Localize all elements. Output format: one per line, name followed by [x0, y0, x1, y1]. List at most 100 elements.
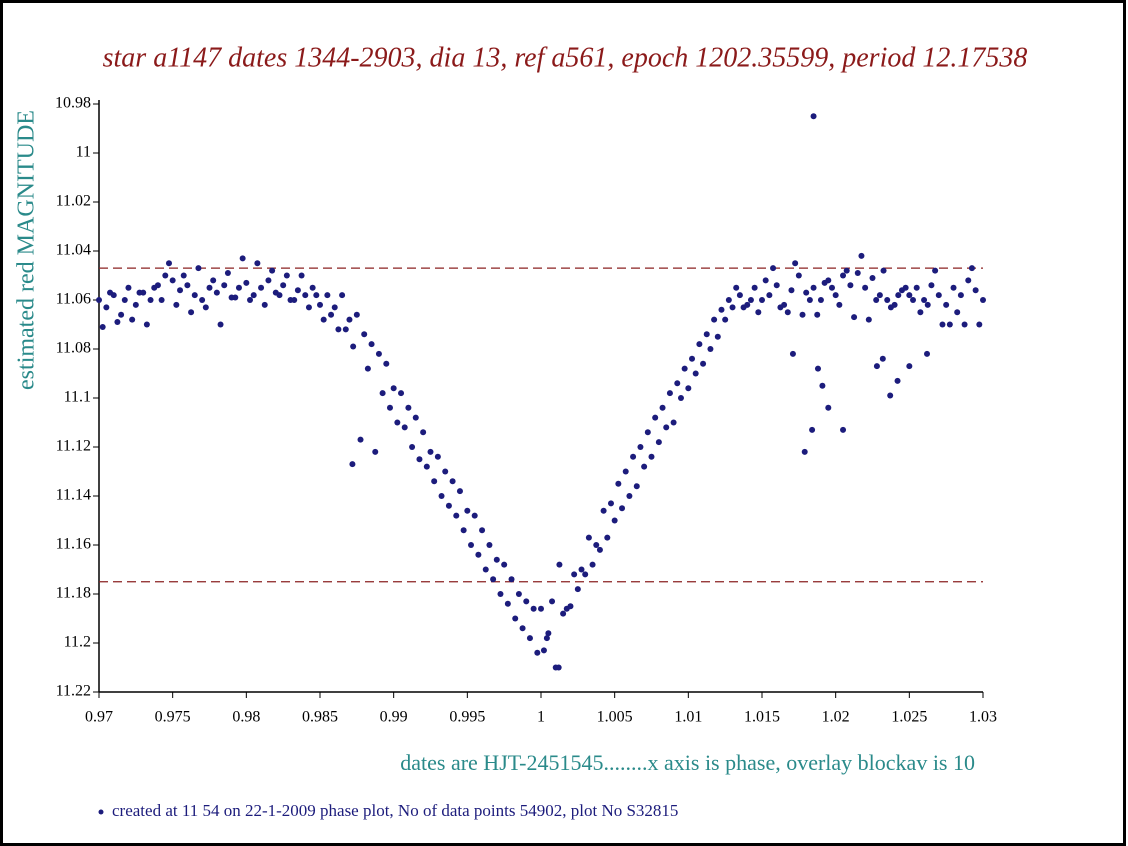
data-point — [331, 304, 338, 311]
data-point — [320, 316, 327, 323]
data-point — [243, 279, 250, 286]
y-tick-label: 11.06 — [56, 291, 91, 308]
data-point — [921, 297, 928, 303]
data-point — [482, 566, 489, 573]
data-point — [968, 265, 975, 272]
data-point — [789, 350, 796, 357]
data-point — [523, 598, 530, 605]
data-point — [821, 279, 828, 286]
footer-bullet — [98, 809, 104, 815]
data-point — [887, 304, 894, 311]
y-tick-label: 11.18 — [56, 585, 91, 602]
data-point — [810, 284, 817, 291]
chart-title: star a1147 dates 1344-2903, dia 13, ref … — [103, 42, 1028, 73]
data-point — [733, 284, 740, 291]
y-tick-label: 10.98 — [55, 95, 91, 112]
data-point — [291, 297, 298, 303]
data-point — [162, 272, 169, 279]
data-point — [917, 309, 924, 316]
data-point — [663, 424, 670, 431]
data-point — [714, 333, 721, 340]
data-point — [644, 429, 651, 436]
data-point — [677, 395, 684, 401]
data-point — [232, 294, 239, 301]
data-point — [862, 284, 869, 291]
y-tick-label: 11.04 — [56, 242, 91, 259]
data-point — [747, 297, 754, 303]
data-point — [449, 478, 456, 485]
data-point — [202, 304, 209, 311]
data-point — [755, 309, 762, 316]
data-point — [254, 260, 261, 267]
data-point — [206, 284, 213, 291]
data-point — [843, 267, 850, 274]
data-point — [143, 321, 150, 328]
data-point — [390, 385, 397, 392]
data-point — [423, 463, 430, 470]
data-point — [398, 390, 405, 397]
data-point — [349, 461, 356, 468]
data-point — [508, 576, 515, 583]
data-point — [239, 255, 246, 262]
x-tick-label: 1 — [537, 709, 545, 726]
data-point — [460, 527, 467, 534]
data-point — [622, 468, 629, 475]
data-point — [346, 316, 353, 323]
data-point — [751, 284, 758, 291]
x-tick-label: 0.995 — [449, 709, 485, 726]
x-tick-label: 0.975 — [155, 709, 191, 726]
data-point — [879, 355, 886, 362]
data-point — [497, 591, 504, 597]
data-point — [129, 316, 136, 323]
y-tick-label: 11 — [76, 144, 91, 161]
data-point — [766, 292, 773, 299]
y-tick-label: 11.14 — [56, 487, 91, 504]
x-tick-label: 1.005 — [597, 709, 633, 726]
data-point — [895, 292, 902, 299]
data-point — [792, 260, 799, 267]
data-point — [298, 272, 305, 279]
data-point — [560, 610, 567, 617]
data-point — [519, 625, 526, 632]
data-point — [313, 292, 320, 299]
data-point — [383, 360, 390, 367]
data-point — [803, 289, 810, 296]
data-point — [689, 355, 696, 362]
data-point — [563, 605, 570, 612]
data-point — [814, 365, 821, 372]
data-point — [762, 277, 769, 284]
data-point — [335, 326, 342, 333]
data-point — [924, 301, 931, 308]
data-point — [114, 319, 121, 326]
data-point — [880, 267, 887, 274]
y-tick-label: 11.08 — [56, 340, 91, 357]
data-point — [924, 350, 931, 357]
y-axis-label: estimated red MAGNITUDE — [14, 110, 40, 390]
data-point — [540, 647, 547, 654]
data-point — [103, 304, 110, 311]
data-point — [99, 323, 106, 330]
data-point — [670, 419, 677, 426]
data-point — [954, 309, 961, 316]
data-point — [379, 390, 386, 397]
x-tick-label: 1.03 — [969, 709, 997, 726]
x-axis-annotation: dates are HJT-2451545........x axis is p… — [400, 750, 975, 775]
data-point — [582, 571, 589, 578]
data-point — [928, 282, 935, 289]
data-point — [217, 321, 224, 328]
data-point — [806, 297, 813, 303]
data-point — [210, 277, 217, 284]
data-point — [946, 321, 953, 328]
data-point — [759, 297, 765, 303]
data-point — [490, 576, 497, 583]
data-point — [353, 311, 360, 318]
data-point — [788, 287, 795, 294]
x-tick-label: 0.985 — [302, 709, 338, 726]
data-point — [740, 304, 747, 311]
data-point — [416, 456, 423, 463]
y-tick-label: 11.2 — [64, 634, 91, 651]
data-point — [932, 267, 939, 274]
data-point — [526, 635, 533, 642]
data-point — [534, 649, 541, 656]
